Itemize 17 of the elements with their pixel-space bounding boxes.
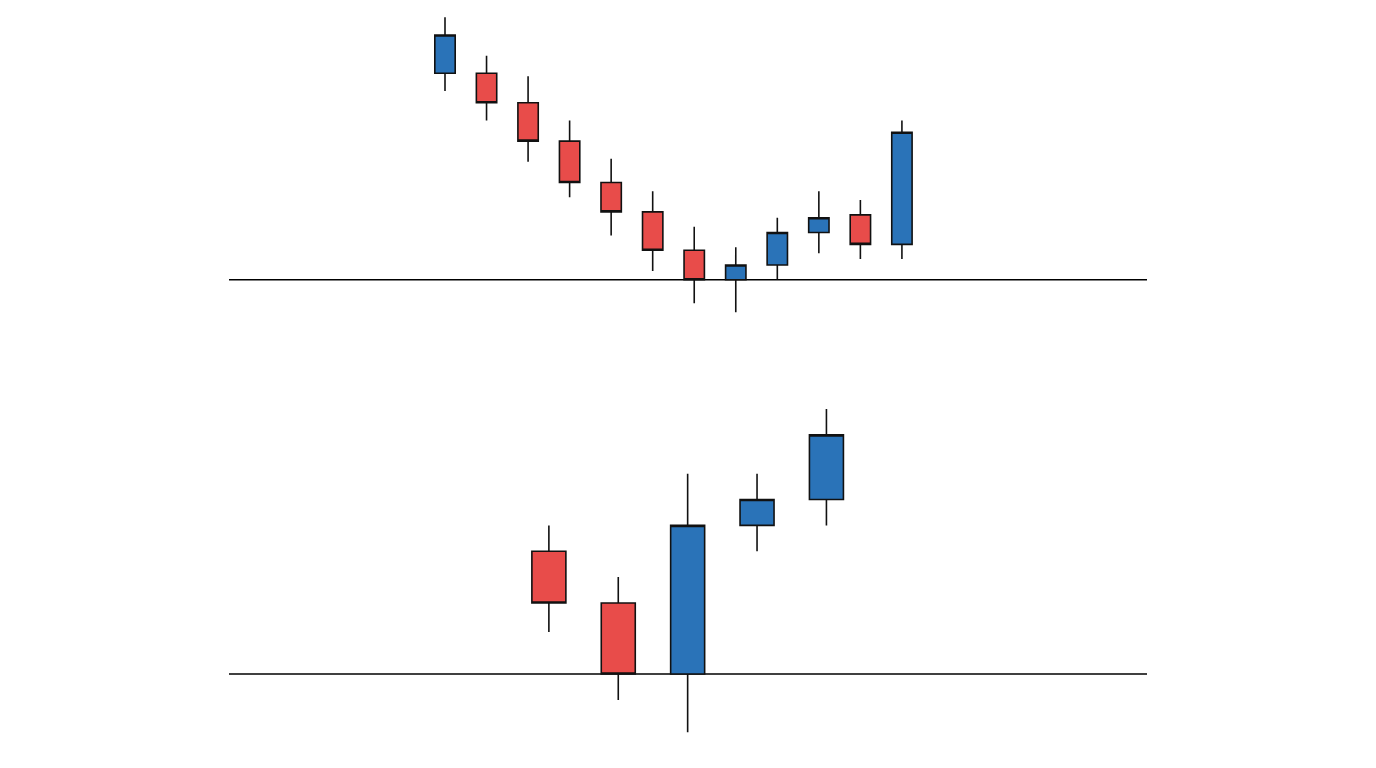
candlestick: [600, 158, 623, 237]
candlestick: [807, 190, 830, 254]
candlestick: [517, 75, 540, 163]
candlestick: [434, 16, 456, 92]
candlestick: [683, 225, 706, 305]
candlestick: [475, 54, 498, 122]
candlestick: [890, 119, 913, 260]
candlestick: [600, 576, 637, 701]
candlestick: [808, 408, 845, 527]
candlestick: [724, 246, 747, 313]
candlestick: [669, 472, 706, 733]
candlestick: [849, 199, 872, 260]
candlestick: [766, 217, 789, 281]
candlestick: [558, 119, 581, 198]
candlestick: [739, 472, 775, 553]
candlestick: [531, 524, 567, 633]
candlestick: [641, 190, 664, 272]
